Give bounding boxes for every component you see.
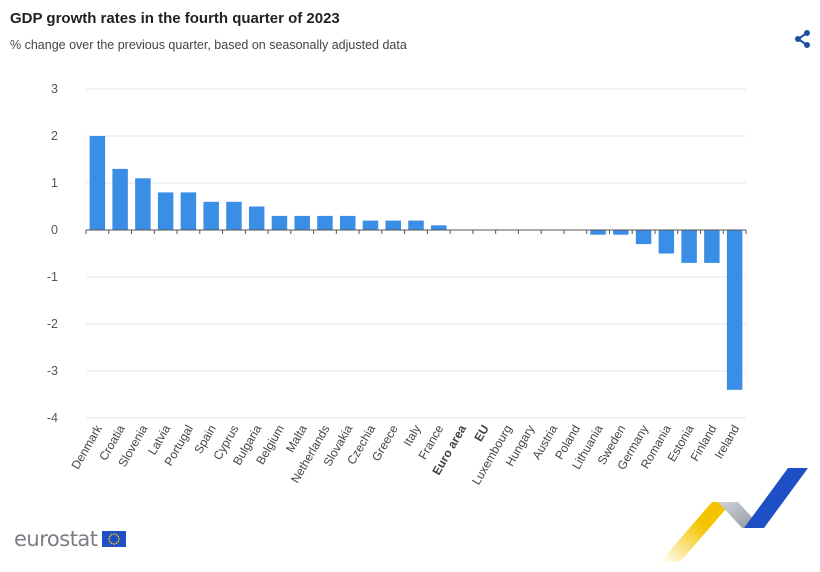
bar-portugal xyxy=(180,192,197,230)
bar-france xyxy=(431,225,447,230)
bar-ireland xyxy=(726,230,743,390)
bar-croatia xyxy=(112,168,128,230)
bar-romania xyxy=(658,230,675,254)
axis-labels: 3210-1-2-3-4DenmarkCroatiaSloveniaLatvia… xyxy=(47,82,742,487)
bar-finland xyxy=(704,230,720,263)
bar-slovakia xyxy=(339,215,356,230)
bar-denmark xyxy=(89,136,106,230)
eu-flag-icon xyxy=(101,531,126,547)
chart-title: GDP growth rates in the fourth quarter o… xyxy=(10,10,340,27)
bar-belgium xyxy=(271,215,288,230)
bar-germany xyxy=(635,230,652,245)
y-tick-label: -4 xyxy=(47,411,58,425)
y-tick-label: -2 xyxy=(47,317,58,331)
bar-cyprus xyxy=(226,201,242,230)
bar-bulgaria xyxy=(248,206,265,230)
bar-spain xyxy=(203,201,219,230)
bar-estonia xyxy=(681,230,697,263)
bars xyxy=(89,136,743,390)
bar-malta xyxy=(294,215,310,230)
brand-name: eurostat xyxy=(14,527,98,551)
x-tick-label: EU xyxy=(471,423,491,444)
bar-lithuania xyxy=(590,230,606,235)
x-tick-label: Denmark xyxy=(69,422,106,472)
bar-greece xyxy=(385,220,401,230)
y-tick-label: -3 xyxy=(47,364,58,378)
y-tick-label: 1 xyxy=(51,176,58,190)
brand-graphic xyxy=(660,468,808,562)
chart-subtitle: % change over the previous quarter, base… xyxy=(10,38,407,52)
y-tick-label: 0 xyxy=(51,223,58,237)
bar-latvia xyxy=(157,192,174,230)
bar-netherlands xyxy=(317,215,333,230)
y-tick-label: 2 xyxy=(51,129,58,143)
bar-italy xyxy=(408,220,424,230)
bar-slovenia xyxy=(135,178,151,230)
y-tick-label: 3 xyxy=(51,82,58,96)
x-tick-label: Italy xyxy=(400,423,423,449)
axes xyxy=(85,229,747,234)
gridlines xyxy=(86,88,746,419)
bar-sweden xyxy=(613,230,629,235)
y-tick-label: -1 xyxy=(47,270,58,284)
bar-czechia xyxy=(362,220,379,230)
share-icon[interactable] xyxy=(792,28,814,50)
eurostat-logo: eurostat xyxy=(14,527,126,551)
